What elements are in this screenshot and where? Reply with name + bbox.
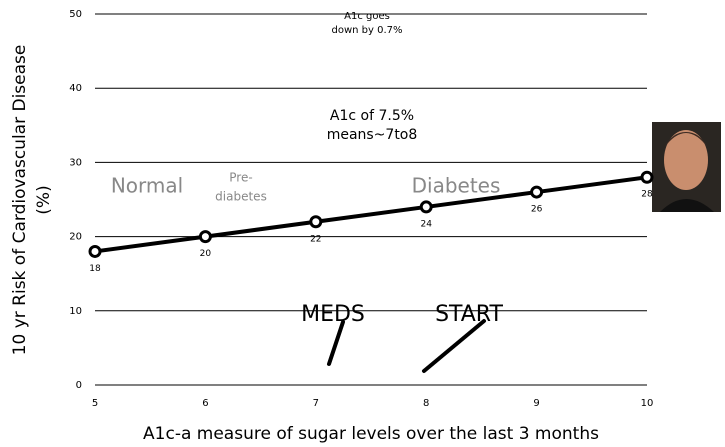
start-stroke [424, 321, 484, 371]
annotation: Diabetes [412, 174, 501, 198]
data-point [200, 232, 210, 242]
chart: 0 10 20 30 40 50 5 6 7 8 9 10 A1c-a measure of sugar… [0, 0, 725, 447]
photo [652, 122, 721, 212]
callout-strokes [329, 321, 484, 371]
y-axis-label: (%) [34, 185, 54, 214]
y-tick-label: 30 [69, 157, 82, 168]
x-tick-label: 6 [202, 398, 208, 409]
data-label: 26 [531, 205, 543, 215]
data-point [90, 246, 100, 256]
data-label: 18 [89, 264, 101, 274]
x-tick-label: 9 [533, 398, 539, 409]
y-tick-label: 40 [69, 83, 82, 94]
data-label: 28 [641, 190, 653, 200]
annotation: MEDS [301, 302, 365, 327]
annotation: Pre- [229, 171, 252, 185]
y-tick-label: 50 [69, 9, 82, 20]
x-tick-label: 8 [423, 398, 429, 409]
y-tick-label: 0 [76, 380, 82, 391]
annotation: START [435, 302, 503, 327]
x-tick-label: 10 [641, 398, 654, 409]
meds-stroke [329, 322, 343, 364]
data-label: 22 [310, 234, 321, 244]
x-tick-label: 5 [92, 398, 98, 409]
annotation: means~7to8 [327, 127, 418, 143]
annotation: Normal [111, 174, 183, 198]
data-label: 24 [420, 219, 432, 229]
annotation: diabetes [215, 190, 267, 204]
data-point [311, 217, 321, 227]
annotation: A1c of 7.5% [330, 108, 414, 124]
x-axis-label: A1c-a measure of sugar levels over the l… [143, 424, 599, 444]
data-point [642, 172, 652, 182]
annotation: down by 0.7% [331, 25, 402, 36]
y-tick-label: 20 [69, 232, 82, 243]
data-label: 20 [200, 249, 212, 259]
x-tick-label: 7 [313, 398, 319, 409]
y-axis-label: 10 yr Risk of Cardiovascular Disease [10, 45, 30, 356]
data-point [421, 202, 431, 212]
y-tick-label: 10 [69, 306, 82, 317]
data-point [532, 187, 542, 197]
annotation: A1c goes [344, 11, 390, 22]
